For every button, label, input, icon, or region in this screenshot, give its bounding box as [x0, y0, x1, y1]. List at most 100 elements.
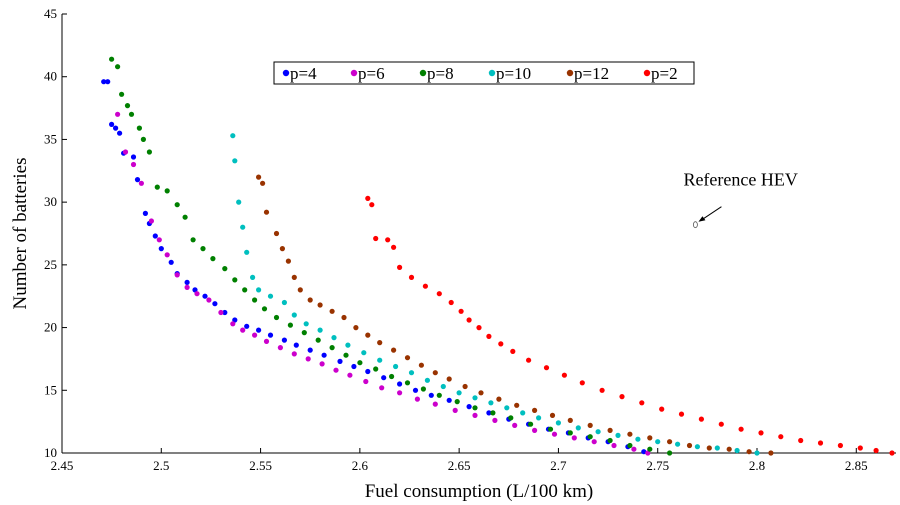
data-point	[240, 224, 246, 230]
data-point	[341, 314, 347, 321]
data-point	[754, 450, 760, 456]
data-point	[138, 180, 144, 186]
data-point	[130, 161, 137, 168]
data-points	[101, 56, 895, 456]
data-point	[639, 400, 645, 406]
data-point	[379, 385, 385, 391]
series-p-12	[256, 174, 774, 456]
data-point	[591, 439, 597, 445]
y-tick-label: 30	[44, 194, 57, 209]
data-point	[420, 386, 426, 392]
data-point	[532, 427, 538, 433]
data-point	[536, 415, 542, 421]
data-point	[117, 130, 123, 136]
data-point	[514, 402, 520, 408]
x-tick-label: 2.6	[352, 458, 369, 473]
x-tick-label: 2.45	[51, 458, 74, 473]
data-point	[317, 327, 323, 333]
data-point	[595, 429, 601, 435]
data-point	[543, 365, 550, 371]
data-point	[101, 79, 107, 85]
data-point	[105, 79, 111, 85]
data-point	[377, 340, 383, 346]
data-point	[365, 195, 371, 201]
data-point	[321, 352, 327, 358]
data-point	[277, 345, 283, 351]
data-point	[190, 237, 196, 243]
data-point	[291, 274, 297, 280]
legend-label: p=2	[651, 64, 678, 83]
y-tick-label: 10	[44, 445, 57, 460]
data-point	[146, 149, 152, 155]
x-tick-label: 2.55	[249, 458, 272, 473]
data-point	[798, 437, 804, 444]
legend-label: p=10	[496, 64, 531, 83]
data-point	[611, 442, 617, 449]
data-point	[184, 279, 190, 285]
data-point	[579, 380, 585, 386]
data-point	[520, 410, 526, 416]
data-point	[440, 383, 446, 390]
data-point	[168, 259, 174, 265]
data-point	[345, 342, 351, 348]
data-point	[404, 355, 411, 361]
data-point	[305, 356, 311, 362]
y-tick-label: 20	[44, 320, 57, 335]
annotation-arrow-head	[698, 216, 706, 222]
data-point	[466, 317, 472, 323]
data-point	[281, 299, 287, 306]
data-point	[373, 366, 379, 372]
legend-marker	[643, 69, 651, 77]
data-point	[567, 430, 573, 436]
data-point	[496, 396, 502, 402]
data-point	[472, 412, 478, 418]
data-point	[329, 308, 335, 314]
data-point	[307, 347, 313, 353]
data-point	[490, 410, 496, 416]
legend-marker	[350, 69, 358, 77]
data-point	[281, 337, 287, 343]
data-point	[528, 421, 534, 427]
data-point	[587, 422, 593, 428]
data-point	[206, 297, 212, 303]
data-point	[446, 397, 452, 403]
data-point	[631, 446, 637, 452]
y-tick-label: 45	[44, 6, 57, 21]
data-point	[222, 266, 228, 272]
data-point	[148, 218, 154, 224]
series-p-10	[230, 133, 760, 456]
x-tick-label: 2.7	[550, 458, 567, 473]
data-point	[124, 103, 131, 109]
data-point	[476, 325, 482, 331]
data-point	[706, 445, 712, 451]
annotation-label: Reference HEV	[683, 170, 797, 190]
data-point	[738, 426, 744, 432]
data-point	[194, 291, 200, 297]
data-point	[230, 133, 236, 139]
data-point	[331, 335, 337, 341]
data-point	[452, 407, 458, 413]
legend-marker	[566, 69, 574, 77]
data-point	[109, 121, 115, 127]
data-point	[115, 111, 121, 117]
data-point	[486, 410, 492, 416]
data-point	[222, 309, 228, 316]
data-point	[122, 149, 129, 155]
data-point	[389, 373, 395, 380]
data-point	[252, 332, 258, 338]
data-point	[458, 308, 464, 314]
data-point	[256, 174, 262, 180]
data-point	[619, 394, 625, 400]
data-point	[408, 274, 415, 280]
data-point	[412, 387, 419, 393]
data-point	[343, 352, 349, 358]
data-point	[454, 399, 460, 405]
data-point	[404, 380, 411, 386]
data-point	[142, 210, 148, 216]
y-tick-label: 15	[44, 382, 57, 397]
data-point	[478, 390, 484, 396]
x-tick-label: 2.85	[845, 458, 868, 473]
data-point	[393, 363, 399, 370]
data-point	[333, 367, 339, 373]
data-point	[385, 237, 391, 243]
